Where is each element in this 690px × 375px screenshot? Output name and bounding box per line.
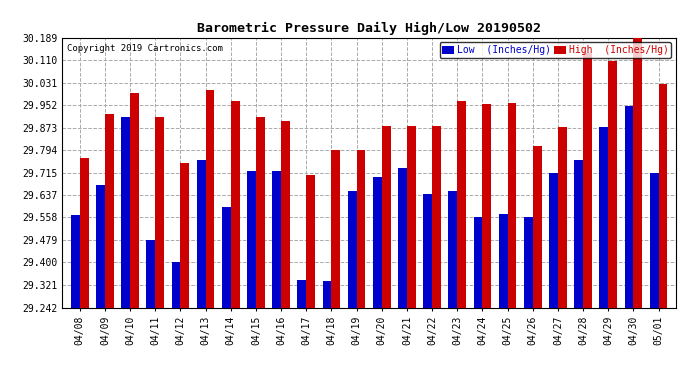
Bar: [524, 217, 533, 308]
Bar: [331, 150, 340, 308]
Bar: [155, 117, 164, 308]
Bar: [624, 106, 633, 308]
Bar: [423, 194, 432, 308]
Bar: [609, 62, 617, 308]
Bar: [549, 172, 558, 308]
Bar: [558, 127, 566, 308]
Bar: [222, 207, 230, 308]
Bar: [499, 214, 508, 308]
Bar: [146, 240, 155, 308]
Bar: [206, 90, 215, 308]
Legend: Low  (Inches/Hg), High  (Inches/Hg): Low (Inches/Hg), High (Inches/Hg): [440, 42, 671, 58]
Bar: [508, 103, 516, 308]
Bar: [432, 126, 441, 308]
Bar: [473, 217, 482, 308]
Bar: [71, 215, 80, 308]
Bar: [273, 171, 281, 308]
Bar: [80, 158, 88, 308]
Bar: [96, 186, 105, 308]
Bar: [323, 281, 331, 308]
Bar: [633, 38, 642, 308]
Bar: [230, 101, 239, 308]
Bar: [533, 146, 542, 308]
Text: Copyright 2019 Cartronics.com: Copyright 2019 Cartronics.com: [67, 44, 223, 53]
Bar: [398, 168, 407, 308]
Bar: [130, 93, 139, 308]
Bar: [256, 117, 265, 308]
Bar: [180, 163, 189, 308]
Bar: [583, 53, 592, 307]
Bar: [297, 279, 306, 308]
Bar: [448, 191, 457, 308]
Bar: [121, 117, 130, 308]
Bar: [105, 114, 114, 308]
Bar: [197, 160, 206, 308]
Bar: [382, 126, 391, 308]
Bar: [348, 191, 357, 308]
Bar: [574, 160, 583, 308]
Bar: [247, 171, 256, 308]
Bar: [482, 104, 491, 308]
Bar: [658, 84, 667, 308]
Bar: [373, 177, 382, 308]
Bar: [281, 122, 290, 308]
Bar: [600, 127, 609, 308]
Title: Barometric Pressure Daily High/Low 20190502: Barometric Pressure Daily High/Low 20190…: [197, 22, 541, 35]
Bar: [457, 101, 466, 308]
Bar: [407, 126, 415, 308]
Bar: [306, 176, 315, 308]
Bar: [650, 172, 658, 308]
Bar: [172, 262, 180, 308]
Bar: [357, 150, 366, 308]
